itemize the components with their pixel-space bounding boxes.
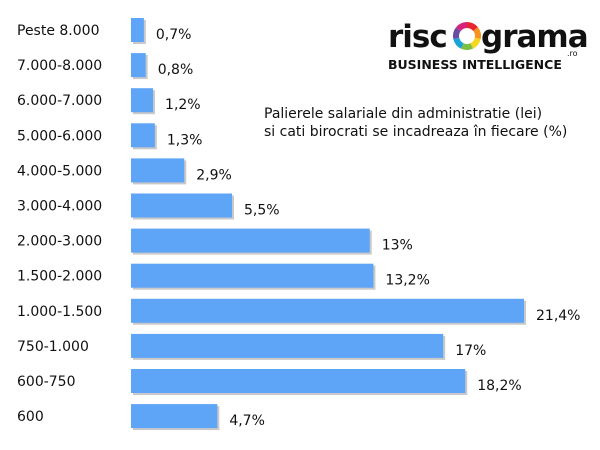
category-label-8: 1.000-1.500 — [17, 304, 102, 320]
logo-word-left: risc — [388, 19, 447, 55]
category-label-9: 750-1.000 — [17, 339, 89, 355]
bars — [131, 18, 526, 431]
value-labels: 0,7% 0,8% 1,2% 1,3% 2,9% 5,5% 13% 13,2% 21,4% 17%… — [156, 27, 581, 429]
category-label-6: 2.000-3.000 — [17, 234, 102, 250]
bar-peste-8-000 — [131, 18, 144, 42]
bar-600 — [131, 404, 218, 429]
bar-750-1-000 — [131, 333, 444, 358]
category-label-5: 3.000-4.000 — [17, 199, 102, 215]
category-label-4: 4.000-5.000 — [17, 163, 102, 179]
chart-title-line-2: si cati birocrati se incadreaza în fieca… — [264, 124, 567, 140]
bar-6-000-7-000 — [131, 88, 154, 113]
bar-3-000-4-000 — [131, 193, 233, 218]
logo-ring-icon — [453, 22, 481, 50]
bar-1-000-1-500 — [131, 298, 524, 323]
category-label-11: 600 — [17, 409, 44, 425]
bar-7-000-8-000 — [131, 53, 146, 78]
value-label-8: 21,4% — [536, 308, 580, 324]
logo-ring-segment — [466, 22, 478, 32]
value-label-10: 18,2% — [477, 378, 521, 394]
logo-tagline: BUSINESS INTELLIGENCE — [388, 57, 562, 72]
chart-title-line-1: Palierele salariale din administratie (l… — [264, 106, 542, 122]
logo-ring-segment — [473, 27, 481, 40]
logo-word-right: grama — [481, 19, 588, 55]
logo-suffix: .ro — [567, 49, 578, 58]
value-label-2: 1,2% — [165, 97, 201, 113]
category-label-3: 5.000-6.000 — [17, 128, 102, 144]
logo-ring-segment — [453, 37, 464, 49]
value-label-9: 17% — [455, 343, 486, 359]
logo-ring-segment — [460, 43, 474, 50]
value-label-4: 2,9% — [196, 167, 232, 183]
value-label-7: 13,2% — [385, 273, 429, 289]
logo-ring-segment — [453, 27, 461, 40]
logo-ring-segment — [456, 22, 468, 32]
value-label-11: 4,7% — [229, 413, 265, 429]
category-label-1: 7.000-8.000 — [17, 58, 102, 74]
value-label-1: 0,8% — [158, 62, 194, 78]
bar-5-000-6-000 — [131, 123, 155, 148]
category-label-0: Peste 8.000 — [17, 23, 99, 39]
category-labels: Peste 8.000 7.000-8.000 6.000-7.000 5.000-6… — [17, 23, 102, 425]
riscograma-logo: risc grama .ro BUSINESS INTELLIGENCE — [388, 19, 589, 72]
bar-2-000-3-000 — [131, 228, 370, 253]
category-label-2: 6.000-7.000 — [17, 93, 102, 109]
bar-1-500-2-000 — [131, 263, 374, 288]
bar-600-750 — [131, 369, 466, 393]
value-label-0: 0,7% — [156, 27, 192, 43]
value-label-6: 13% — [382, 238, 413, 254]
bar-4-000-5-000 — [131, 158, 185, 183]
value-label-5: 5,5% — [244, 203, 280, 219]
category-label-10: 600-750 — [17, 374, 76, 390]
value-label-3: 1,3% — [167, 132, 203, 148]
category-label-7: 1.500-2.000 — [17, 269, 102, 285]
logo-ring-segment — [470, 37, 481, 49]
